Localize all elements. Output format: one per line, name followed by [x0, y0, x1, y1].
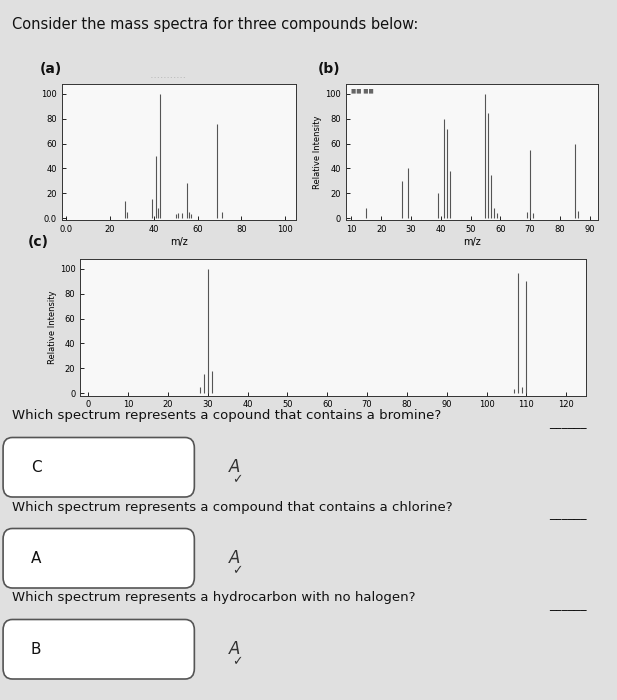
- Text: A: A: [229, 550, 240, 567]
- Text: Which spectrum represents a hydrocarbon with no halogen?: Which spectrum represents a hydrocarbon …: [12, 592, 416, 605]
- Text: ______: ______: [549, 416, 587, 430]
- Y-axis label: Relative Intensity: Relative Intensity: [48, 290, 57, 364]
- Text: ______: ______: [549, 598, 587, 612]
- Text: ■■ ■■: ■■ ■■: [350, 88, 373, 93]
- Text: C: C: [31, 460, 41, 475]
- Text: - - - - - - - - - - -: - - - - - - - - - - -: [151, 75, 185, 80]
- Text: ✓: ✓: [232, 564, 243, 578]
- Text: A: A: [31, 551, 41, 566]
- Text: A: A: [229, 458, 240, 476]
- Y-axis label: Relative Intensity: Relative Intensity: [313, 116, 322, 189]
- Text: Consider the mass spectra for three compounds below:: Consider the mass spectra for three comp…: [12, 18, 419, 32]
- Text: (c): (c): [28, 234, 49, 248]
- X-axis label: m/z: m/z: [463, 237, 481, 247]
- Text: Which spectrum represents a compound that contains a chlorine?: Which spectrum represents a compound tha…: [12, 500, 453, 514]
- Text: ______: ______: [549, 508, 587, 521]
- Text: B: B: [31, 642, 41, 657]
- X-axis label: m/z: m/z: [170, 237, 188, 247]
- Text: (a): (a): [40, 62, 62, 76]
- Text: (b): (b): [318, 62, 341, 76]
- Text: ✓: ✓: [232, 655, 243, 668]
- Text: A: A: [229, 640, 240, 658]
- Text: Which spectrum represents a copound that contains a bromine?: Which spectrum represents a copound that…: [12, 410, 442, 423]
- Text: ✓: ✓: [232, 473, 243, 486]
